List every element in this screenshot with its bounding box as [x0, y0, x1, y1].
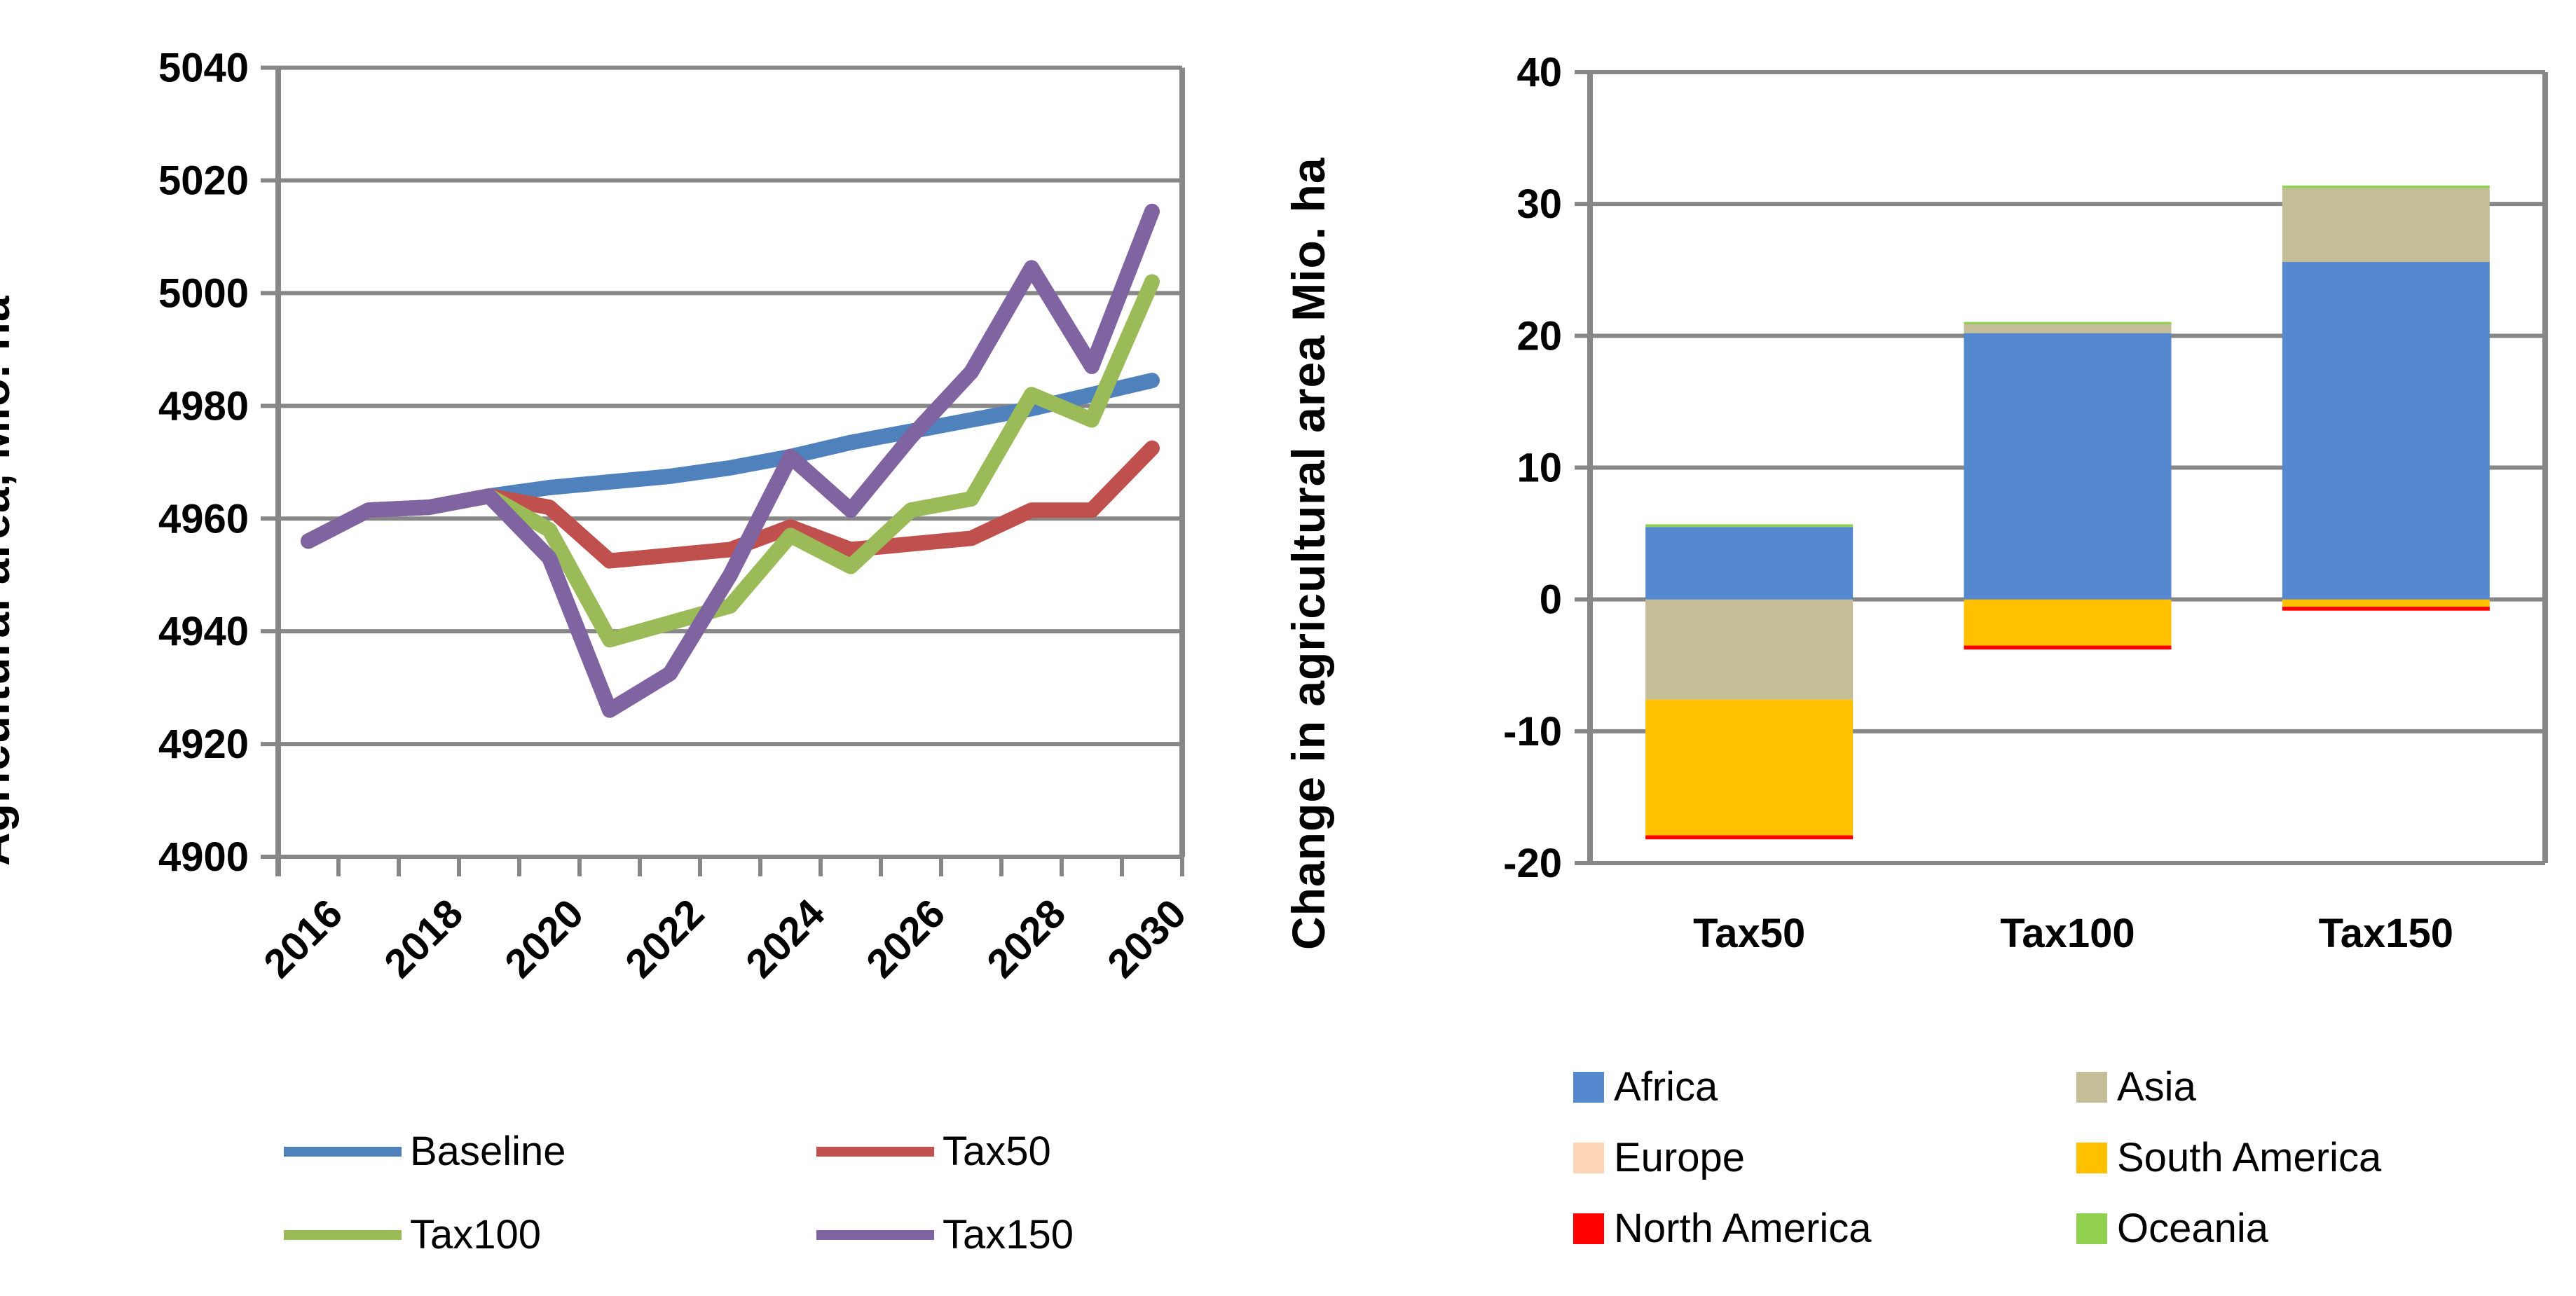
y-tick-label: -20: [1503, 841, 1562, 886]
y-tick-label: 4940: [158, 609, 249, 654]
bar-segment-africa: [1645, 527, 1854, 600]
y-tick-label: 4980: [158, 383, 249, 429]
x-category-label: Tax100: [2000, 911, 2135, 956]
bar-segment-africa: [1964, 333, 2172, 600]
y-tick-label: 20: [1516, 313, 1562, 359]
bar-segment-south-america: [2282, 599, 2490, 607]
legend-label: South America: [2117, 1135, 2382, 1180]
legend-label: Tax50: [943, 1129, 1051, 1174]
north-america-swatch: [1573, 1213, 1604, 1244]
x-tick-label: 2024: [737, 890, 833, 986]
bar-segment-north-america: [1964, 645, 2172, 650]
bar-segment-south-america: [1964, 599, 2172, 646]
y-tick-label: 10: [1516, 446, 1562, 491]
bar-chart: -20 -10 0 10 20 30 40 Tax50 Tax100 Tax150: [1503, 50, 2548, 956]
legend-label: Baseline: [410, 1129, 566, 1174]
south-america-swatch: [2076, 1142, 2107, 1173]
y-tick-label: 0: [1540, 577, 1562, 623]
bar-segment-asia: [1645, 599, 1854, 700]
legend-label: Oceania: [2117, 1206, 2269, 1251]
legend-label: Asia: [2117, 1064, 2196, 1110]
legend-item-baseline: Baseline: [284, 1128, 816, 1175]
legend-item-asia: Asia: [2076, 1063, 2576, 1110]
x-tick-label: 2030: [1099, 890, 1195, 986]
legend-label: Tax150: [943, 1212, 1074, 1257]
line-chart: 4900 4920 4940 4960 4980 5000 5020 5040 2016 2018…: [158, 46, 1195, 987]
legend-label: Europe: [1614, 1135, 1746, 1180]
y-tick-label: -10: [1503, 709, 1562, 754]
legend-label: North America: [1614, 1206, 1872, 1251]
x-tick-label: 2022: [617, 890, 713, 986]
bar-segment-north-america: [1645, 835, 1854, 840]
x-category-label: Tax150: [2319, 911, 2453, 956]
bar-segment-north-america: [2282, 607, 2490, 611]
legend-item-tax150: Tax150: [816, 1211, 1307, 1258]
legend-item-africa: Africa: [1573, 1063, 2076, 1110]
oceania-swatch: [2076, 1213, 2107, 1244]
legend-label: Africa: [1614, 1064, 1718, 1110]
bar-segment-oceania: [2282, 185, 2490, 188]
x-tick-label: 2026: [858, 890, 954, 986]
y-tick-label: 30: [1516, 181, 1562, 227]
y-tick-label: 5020: [158, 158, 249, 204]
y-tick-label: 5000: [158, 270, 249, 316]
series-line-tax150: [301, 203, 1160, 718]
bar-segment-asia: [1964, 324, 2172, 333]
tax50-line-swatch: [816, 1146, 934, 1157]
bar-chart-legend: Africa Asia Europe South America North A…: [1573, 1063, 2576, 1252]
line-chart-y-axis-title: Agricultural area, Mio. ha: [0, 295, 19, 866]
y-tick-label: 4900: [158, 834, 249, 880]
y-tick-label: 4960: [158, 496, 249, 542]
legend-item-south-america: South America: [2076, 1134, 2576, 1181]
y-tick-label: 40: [1516, 50, 1562, 95]
legend-item-tax50: Tax50: [816, 1128, 1307, 1175]
bar-segment-africa: [2282, 261, 2490, 600]
baseline-line-swatch: [284, 1146, 402, 1157]
y-tick-label: 5040: [158, 46, 249, 91]
x-tick-label: 2020: [496, 890, 592, 986]
bar-segment-south-america: [1645, 699, 1854, 836]
legend-item-tax100: Tax100: [284, 1211, 816, 1258]
tax100-line-swatch: [284, 1229, 402, 1240]
bar-segment-oceania: [1964, 322, 2172, 324]
bar-segment-asia: [2282, 188, 2490, 262]
legend-label: Tax100: [410, 1212, 542, 1257]
x-tick-label: 2016: [255, 890, 351, 986]
asia-swatch: [2076, 1071, 2107, 1103]
tax150-line-swatch: [816, 1229, 934, 1240]
y-tick-label: 4920: [158, 722, 249, 767]
africa-swatch: [1573, 1071, 1604, 1103]
bar-segment-oceania: [1645, 524, 1854, 528]
legend-item-north-america: North America: [1573, 1205, 2076, 1252]
legend-item-oceania: Oceania: [2076, 1205, 2576, 1252]
europe-swatch: [1573, 1142, 1604, 1173]
x-tick-label: 2018: [376, 890, 472, 986]
x-category-label: Tax50: [1693, 911, 1805, 956]
x-tick-label: 2028: [978, 890, 1074, 986]
bar-chart-y-axis-title: Change in agricultural area Mio. ha: [1282, 157, 1334, 950]
legend-item-europe: Europe: [1573, 1134, 2076, 1181]
line-chart-legend: Baseline Tax50 Tax100 Tax150: [284, 1128, 1307, 1258]
